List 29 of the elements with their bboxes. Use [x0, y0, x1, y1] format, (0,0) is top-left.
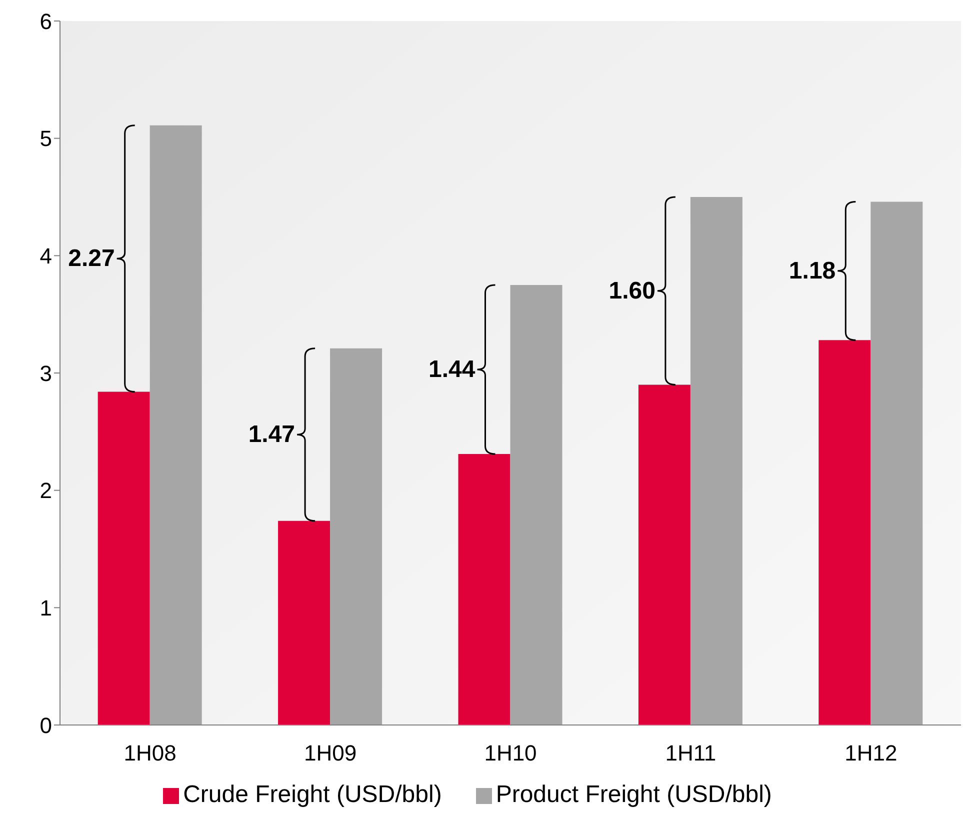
- bar: [638, 384, 690, 725]
- bar: [278, 520, 330, 725]
- bar: [98, 392, 150, 725]
- bar: [818, 340, 871, 725]
- y-tick-label: 6: [40, 8, 52, 34]
- y-tick-label: 3: [40, 360, 52, 386]
- annotation: 1.18: [788, 257, 836, 284]
- x-tick-label: 1H12: [844, 740, 898, 766]
- y-tick-label: 5: [40, 126, 52, 152]
- bar: [330, 348, 382, 725]
- legend-label: Product Freight (USD/bbl): [496, 781, 772, 808]
- bar: [458, 454, 510, 725]
- x-tick-label: 1H10: [484, 740, 537, 766]
- x-tick-label: 1H09: [304, 740, 357, 766]
- legend-label: Crude Freight (USD/bbl): [183, 781, 442, 808]
- bar: [870, 202, 923, 725]
- y-tick-label: 4: [40, 243, 52, 268]
- annotation: 1.44: [428, 356, 476, 383]
- bar: [150, 125, 202, 725]
- x-tick-label: 1H08: [124, 740, 176, 766]
- y-tick-label: 1: [40, 595, 52, 620]
- bar: [510, 285, 562, 725]
- annotation: 1.47: [248, 421, 296, 448]
- bar: [690, 197, 742, 725]
- annotation: 2.27: [68, 245, 115, 272]
- y-tick-label: 2: [40, 478, 52, 504]
- annotation: 1.60: [608, 277, 656, 304]
- x-tick-label: 1H11: [665, 740, 716, 766]
- y-tick-label: 0: [40, 712, 52, 738]
